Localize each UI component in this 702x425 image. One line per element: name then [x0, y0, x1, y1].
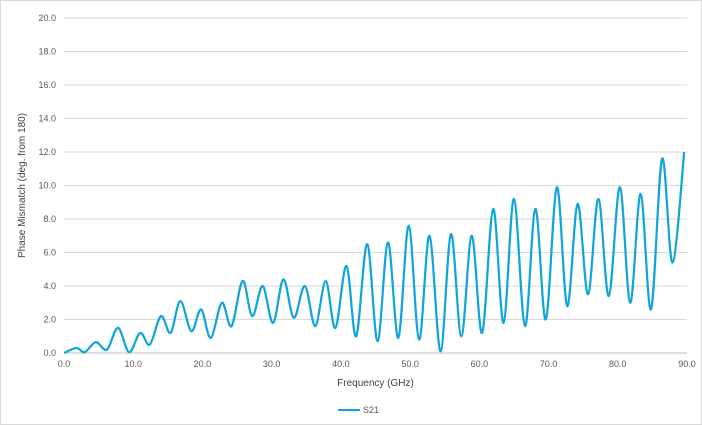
y-tick-label: 14.0 — [38, 114, 56, 124]
x-tick-label: 40.0 — [332, 359, 350, 369]
x-tick-label: 50.0 — [401, 359, 419, 369]
y-axis-title: Phase Mismatch (deg. from 180) — [17, 113, 28, 258]
y-tick-label: 12.0 — [38, 147, 56, 157]
axes: 0.0 2.0 4.0 6.0 8.0 10.0 12.0 14.0 16.0 18.0 20.0 0… — [38, 13, 695, 369]
y-tick-label: 10.0 — [38, 181, 56, 191]
y-tick-label: 8.0 — [43, 214, 56, 224]
x-tick-label: 70.0 — [540, 359, 558, 369]
x-tick-label: 80.0 — [609, 359, 627, 369]
y-tick-label: 0.0 — [43, 348, 56, 358]
y-tick-label: 6.0 — [43, 248, 56, 258]
legend-label-s21: S21 — [363, 405, 379, 415]
x-tick-label: 10.0 — [124, 359, 142, 369]
x-tick-label: 90.0 — [678, 359, 696, 369]
x-tick-label: 30.0 — [263, 359, 281, 369]
x-tick-label: 20.0 — [194, 359, 212, 369]
gridlines — [64, 17, 687, 320]
y-tick-label: 18.0 — [38, 47, 56, 57]
legend: S21 — [338, 405, 379, 415]
y-tick-label: 2.0 — [43, 315, 56, 325]
y-tick-label: 16.0 — [38, 80, 56, 90]
series-line-s21 — [63, 151, 686, 355]
x-axis-title: Frequency (GHz) — [337, 378, 414, 389]
series-layer — [63, 151, 686, 355]
y-tick-label: 4.0 — [43, 281, 56, 291]
y-tick-label: 20.0 — [38, 13, 56, 23]
x-tick-label: 0.0 — [58, 359, 71, 369]
x-tick-label: 60.0 — [471, 359, 489, 369]
